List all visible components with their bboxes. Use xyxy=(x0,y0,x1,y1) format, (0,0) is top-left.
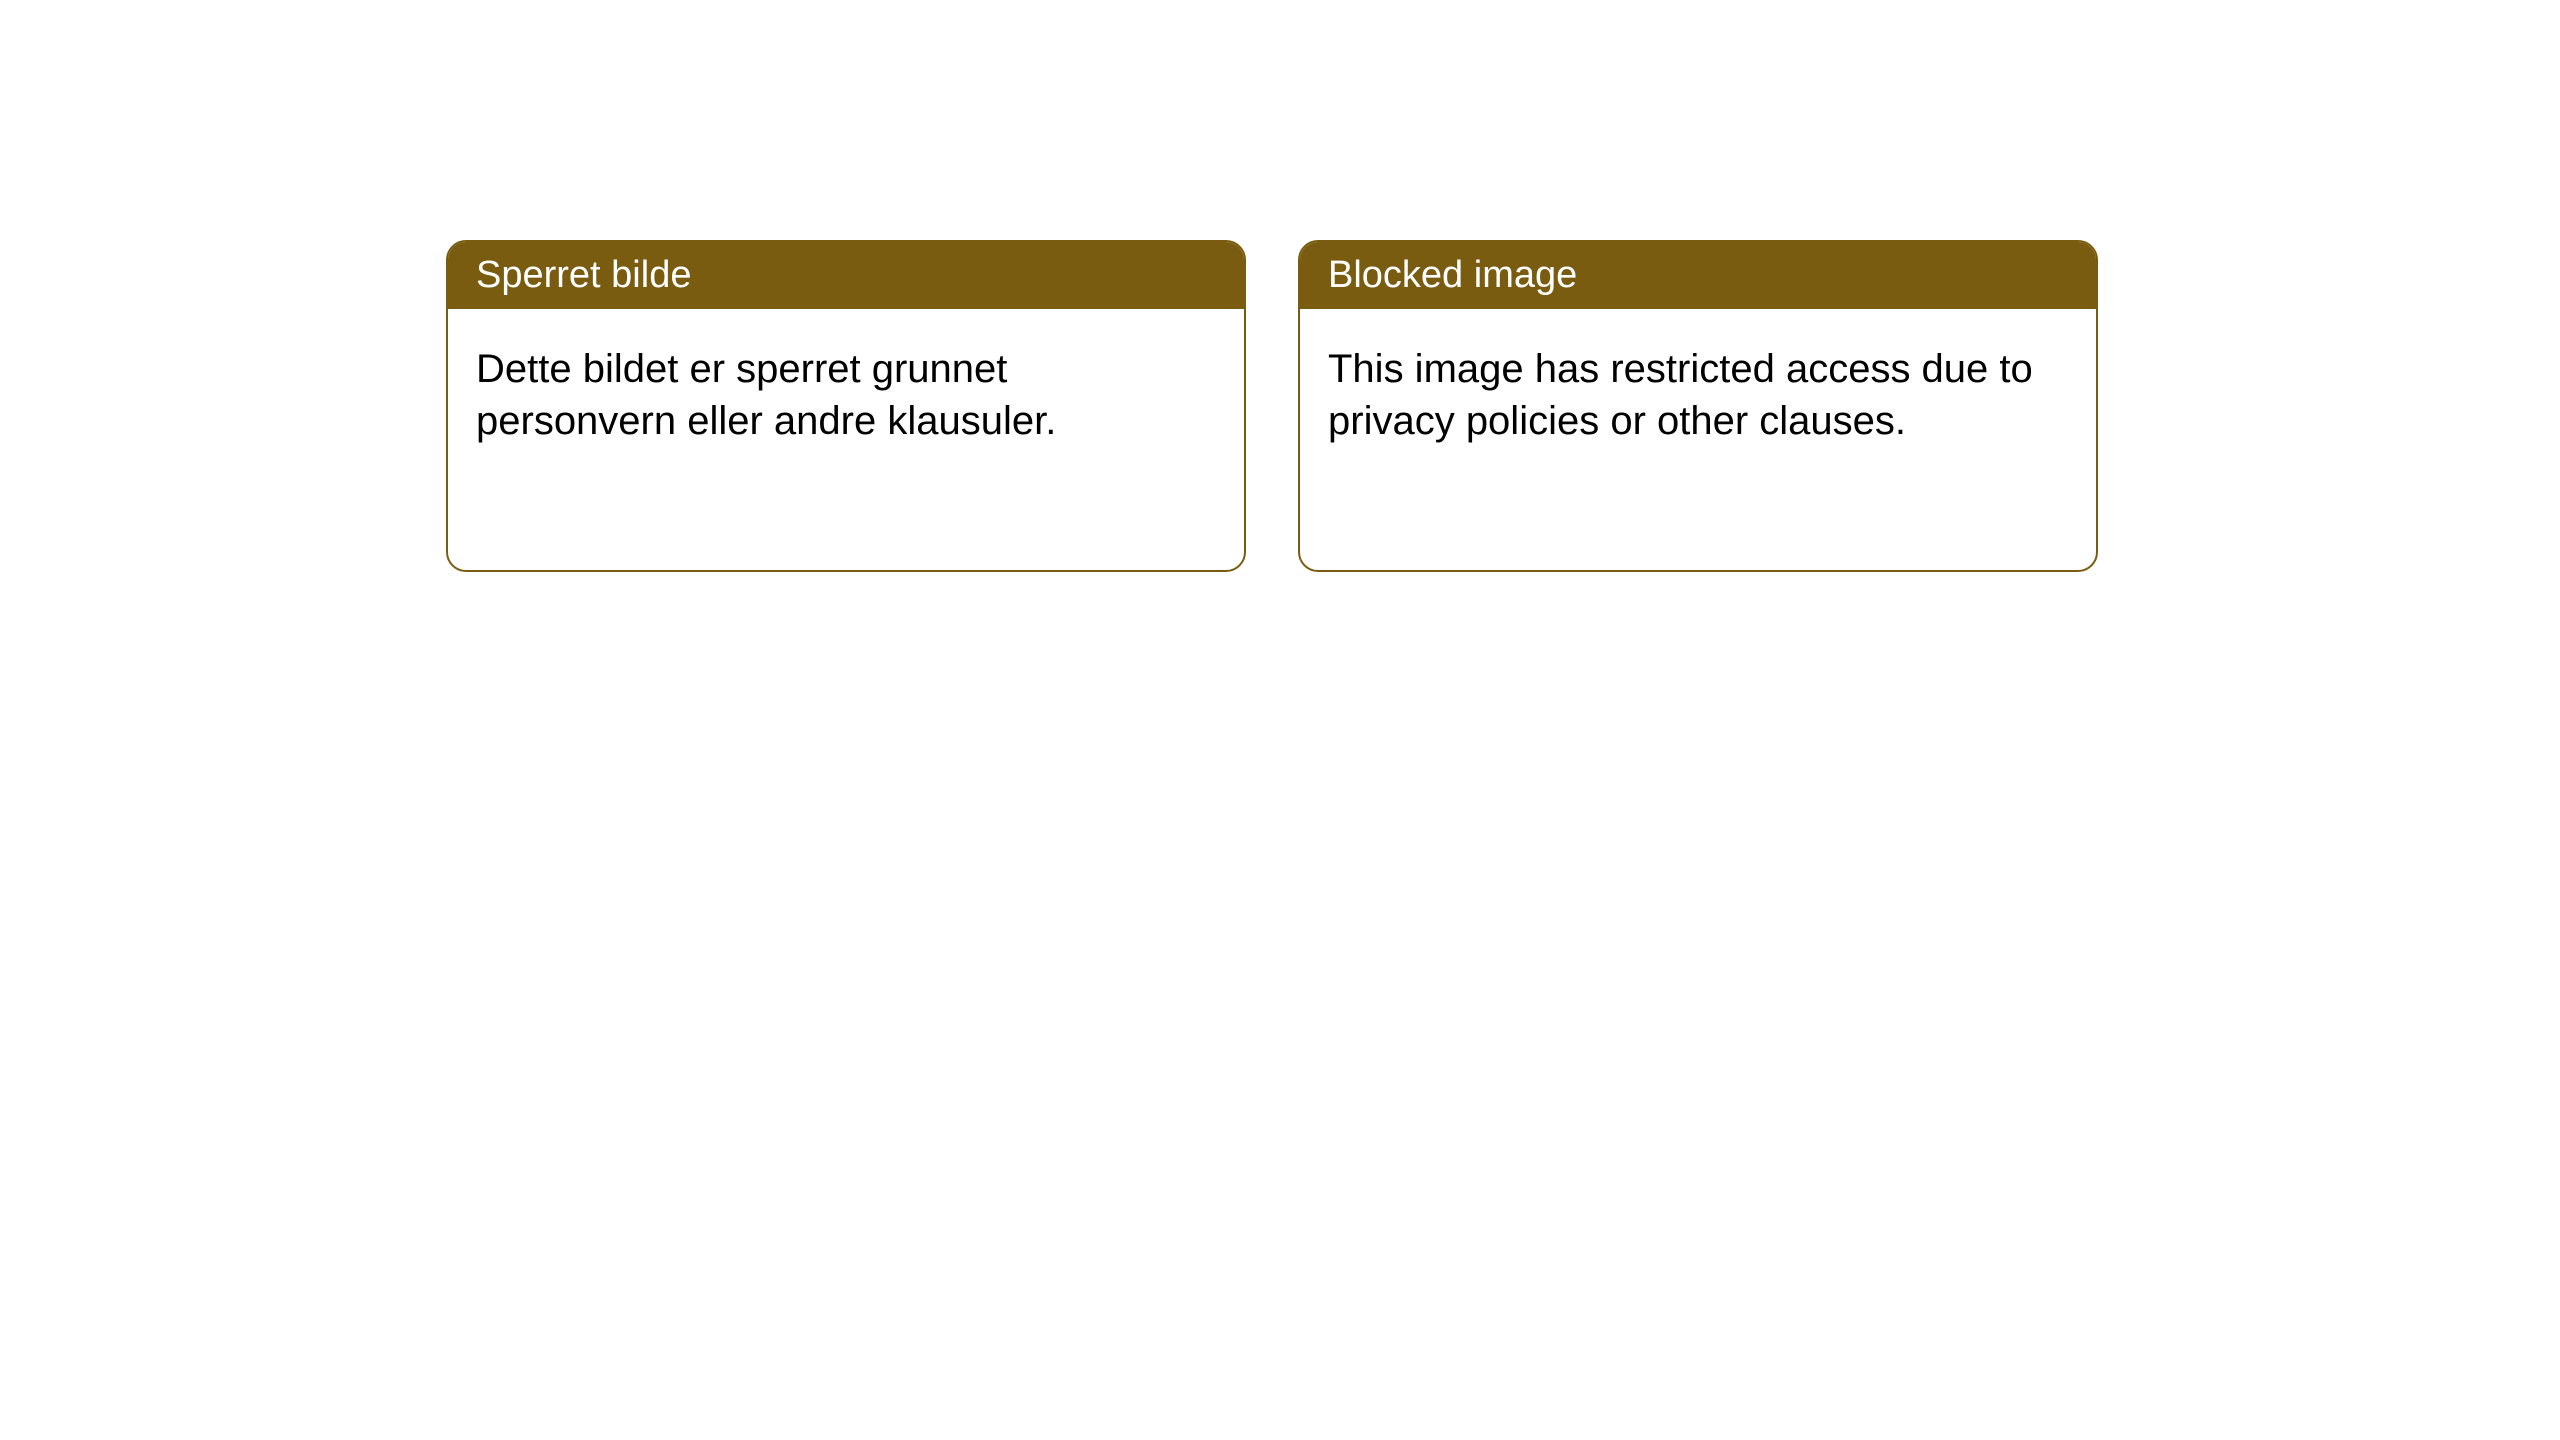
card-message-no: Dette bildet er sperret grunnet personve… xyxy=(476,347,1056,443)
card-message-en: This image has restricted access due to … xyxy=(1328,347,2033,443)
card-title-en: Blocked image xyxy=(1328,254,1577,296)
card-header-no: Sperret bilde xyxy=(448,242,1244,309)
blocked-image-card-no: Sperret bilde Dette bildet er sperret gr… xyxy=(446,240,1246,572)
card-header-en: Blocked image xyxy=(1300,242,2096,309)
notice-container: Sperret bilde Dette bildet er sperret gr… xyxy=(0,0,2560,572)
card-title-no: Sperret bilde xyxy=(476,254,691,296)
card-body-no: Dette bildet er sperret grunnet personve… xyxy=(448,309,1244,481)
card-body-en: This image has restricted access due to … xyxy=(1300,309,2096,481)
blocked-image-card-en: Blocked image This image has restricted … xyxy=(1298,240,2098,572)
